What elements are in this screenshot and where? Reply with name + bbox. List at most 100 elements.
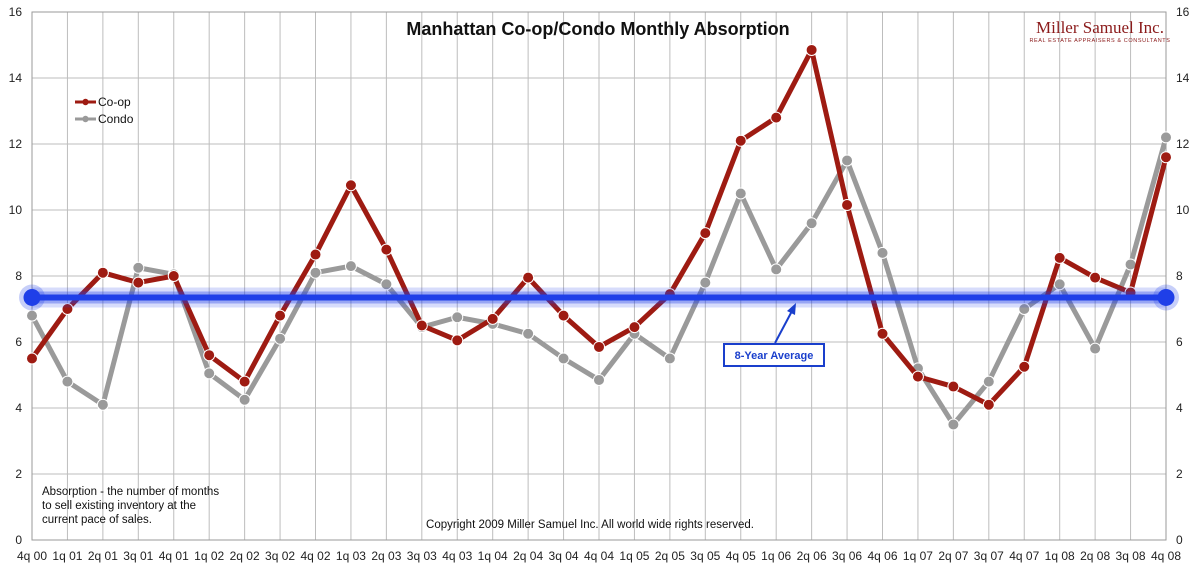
data-point-co-op — [344, 179, 357, 192]
data-point-condo — [274, 332, 287, 345]
y-axis-right: 0 2 4 6 8 10 12 14 16 — [1176, 5, 1190, 547]
x-tick-label: 4q 03 — [442, 549, 472, 563]
data-point-condo — [61, 375, 74, 388]
grid-lines — [31, 11, 1167, 541]
annotation-arrow-shaft — [774, 310, 793, 344]
note-line-2: to sell existing inventory at the — [42, 500, 196, 512]
y-tick-label-left: 2 — [15, 467, 22, 481]
data-point-condo — [1053, 278, 1066, 291]
data-point-condo — [876, 246, 889, 259]
data-point-co-op — [61, 303, 74, 315]
series-co-op — [26, 43, 1172, 411]
x-axis: 4q 00 1q 01 2q 01 3q 01 4q 01 1q 02 2q 02 3q 02… — [17, 549, 1181, 563]
data-point-condo — [380, 278, 393, 291]
data-point-condo — [309, 266, 322, 279]
company-logo: Miller Samuel Inc. REAL ESTATE APPRAISER… — [1029, 18, 1170, 44]
y-tick-label-right: 4 — [1176, 401, 1183, 415]
data-point-condo — [96, 398, 109, 411]
data-point-co-op — [522, 271, 535, 284]
data-point-co-op — [132, 276, 145, 289]
legend-condo-marker — [82, 115, 89, 123]
x-tick-label: 1q 05 — [619, 549, 649, 563]
data-point-co-op — [380, 243, 393, 256]
data-point-co-op — [911, 370, 924, 383]
data-point-condo — [203, 367, 216, 380]
x-tick-label: 2q 08 — [1080, 549, 1110, 563]
average-line-end-dot — [1157, 288, 1175, 306]
data-point-co-op — [593, 340, 605, 353]
x-tick-label: 1q 04 — [478, 549, 508, 563]
average-line-end-dot — [23, 288, 41, 306]
data-point-condo — [770, 263, 783, 276]
annotation-box — [723, 343, 825, 367]
data-point-condo — [238, 393, 251, 406]
legend-condo-label: Condo — [98, 112, 134, 126]
data-point-condo — [841, 154, 854, 167]
x-tick-label: 3q 01 — [123, 549, 153, 563]
x-tick-label: 2q 02 — [230, 549, 260, 563]
x-tick-label: 3q 02 — [265, 549, 295, 563]
data-point-co-op — [557, 309, 570, 322]
x-tick-label: 2q 04 — [513, 549, 543, 563]
legend-coop-label: Co-op — [98, 95, 131, 109]
average-line — [19, 284, 1179, 311]
data-point-co-op — [167, 270, 180, 282]
average-annotation: 8-Year Average — [723, 303, 825, 367]
x-tick-label: 2q 05 — [655, 549, 685, 563]
x-tick-label: 4q 02 — [300, 549, 330, 563]
data-point-co-op — [415, 319, 428, 332]
data-point-condo — [805, 217, 818, 230]
y-tick-label-right: 10 — [1176, 203, 1190, 217]
logo-name: Miller Samuel Inc. — [1036, 18, 1164, 37]
y-tick-label-right: 2 — [1176, 467, 1183, 481]
absorption-note: Absorption - the number of months to sel… — [42, 486, 219, 526]
x-tick-label: 3q 08 — [1116, 549, 1146, 563]
data-point-condo — [663, 352, 676, 365]
data-point-co-op — [770, 111, 783, 124]
x-tick-label: 1q 07 — [903, 549, 933, 563]
data-point-co-op — [805, 43, 818, 56]
data-point-condo — [699, 276, 712, 289]
data-point-co-op — [699, 227, 712, 240]
data-point-condo — [26, 309, 38, 322]
y-tick-label-left: 14 — [9, 71, 23, 85]
data-point-co-op — [451, 334, 464, 347]
x-tick-label: 1q 02 — [194, 549, 224, 563]
chart-title: Manhattan Co-op/Condo Monthly Absorption — [406, 19, 789, 39]
x-tick-label: 3q 07 — [974, 549, 1004, 563]
legend-coop-marker — [82, 98, 89, 106]
y-tick-label-left: 0 — [15, 533, 22, 547]
data-point-co-op — [96, 266, 109, 279]
y-tick-label-right: 12 — [1176, 137, 1190, 151]
x-tick-label: 4q 07 — [1009, 549, 1039, 563]
note-line-3: current pace of sales. — [42, 514, 152, 526]
x-tick-label: 3q 04 — [549, 549, 579, 563]
x-tick-label: 4q 06 — [867, 549, 897, 563]
copyright-text: Copyright 2009 Miller Samuel Inc. All wo… — [426, 519, 754, 531]
y-tick-label-left: 16 — [9, 5, 23, 19]
data-point-co-op — [203, 349, 216, 362]
x-tick-label: 2q 06 — [797, 549, 827, 563]
y-tick-label-right: 6 — [1176, 335, 1183, 349]
data-point-co-op — [1160, 151, 1172, 164]
x-tick-label: 3q 06 — [832, 549, 862, 563]
average-line-layer — [19, 284, 1179, 311]
data-point-co-op — [1018, 360, 1031, 373]
data-point-condo — [734, 187, 747, 200]
data-point-condo — [1089, 342, 1102, 355]
x-tick-label: 2q 03 — [371, 549, 401, 563]
x-tick-label: 1q 01 — [52, 549, 82, 563]
data-point-co-op — [876, 327, 889, 340]
x-tick-label: 3q 05 — [690, 549, 720, 563]
data-point-co-op — [26, 352, 38, 365]
data-point-co-op — [734, 134, 747, 147]
data-point-co-op — [309, 248, 322, 261]
x-tick-label: 4q 08 — [1151, 549, 1181, 563]
data-point-condo — [132, 261, 145, 274]
data-point-co-op — [947, 380, 960, 393]
data-point-condo — [1160, 131, 1172, 144]
note-line-1: Absorption - the number of months — [42, 486, 219, 498]
x-tick-label: 1q 06 — [761, 549, 791, 563]
y-tick-label-right: 0 — [1176, 533, 1183, 547]
y-tick-label-left: 10 — [9, 203, 23, 217]
